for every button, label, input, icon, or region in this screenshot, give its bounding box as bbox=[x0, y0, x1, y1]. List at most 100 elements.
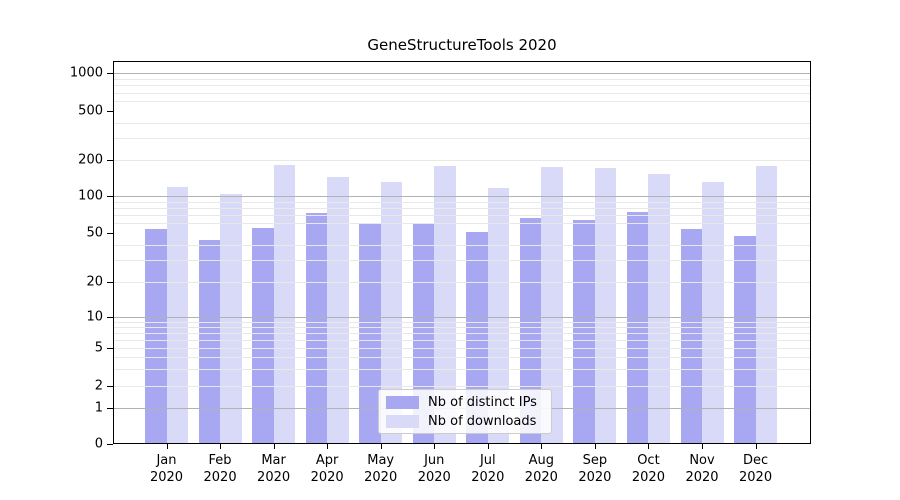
minor-gridline bbox=[113, 339, 811, 341]
minor-gridline bbox=[113, 348, 811, 349]
bar-downloads-may bbox=[380, 182, 403, 444]
x-tick-label: Dec 2020 bbox=[739, 453, 773, 485]
x-tick-label: Feb 2020 bbox=[203, 453, 237, 485]
x-tick-label: Aug 2020 bbox=[524, 453, 558, 485]
major-gridline bbox=[113, 317, 811, 318]
left-spine bbox=[113, 61, 114, 444]
bar-downloads-mar bbox=[273, 165, 296, 444]
y-tick-label: 10 bbox=[86, 309, 103, 325]
minor-gridline bbox=[113, 244, 811, 246]
x-tick-mark bbox=[541, 444, 543, 449]
plot-area bbox=[113, 61, 811, 444]
top-spine bbox=[113, 61, 811, 62]
bar-downloads-apr bbox=[327, 177, 349, 444]
y-tick-label: 0 bbox=[94, 436, 103, 452]
bar-ips-feb bbox=[198, 239, 221, 444]
x-tick-mark bbox=[487, 444, 489, 449]
major-gridline bbox=[113, 73, 811, 75]
minor-gridline bbox=[113, 215, 811, 217]
y-tick-label: 1 bbox=[94, 400, 103, 415]
x-tick-mark bbox=[648, 444, 650, 449]
y-tick-label: 2 bbox=[94, 378, 103, 394]
minor-gridline bbox=[113, 138, 811, 140]
y-tick-mark bbox=[107, 407, 113, 409]
x-tick-label: Mar 2020 bbox=[257, 453, 291, 485]
y-tick-label: 20 bbox=[86, 274, 103, 289]
legend-swatch-ips bbox=[386, 395, 419, 409]
minor-gridline bbox=[113, 369, 811, 371]
y-tick-mark bbox=[107, 444, 113, 445]
legend-label: Nb of downloads bbox=[428, 413, 537, 429]
bottom-spine bbox=[113, 443, 811, 444]
minor-gridline bbox=[113, 321, 811, 323]
minor-gridline bbox=[113, 159, 811, 161]
minor-gridline bbox=[113, 260, 811, 262]
x-tick-mark bbox=[594, 444, 596, 449]
x-tick-label: Nov 2020 bbox=[685, 453, 719, 485]
bar-downloads-aug bbox=[541, 167, 563, 444]
legend-label: Nb of distinct IPs bbox=[428, 394, 537, 410]
x-tick-label: Jul 2020 bbox=[471, 453, 505, 485]
bar-downloads-jan bbox=[166, 186, 188, 444]
x-tick-label: Oct 2020 bbox=[631, 453, 665, 485]
minor-gridline bbox=[113, 100, 811, 102]
bar-downloads-jul bbox=[487, 188, 510, 444]
minor-gridline bbox=[113, 78, 811, 80]
bar-ips-sep bbox=[573, 219, 595, 444]
bar-ips-apr bbox=[305, 212, 328, 444]
minor-gridline bbox=[113, 85, 811, 87]
y-tick-mark bbox=[107, 110, 113, 112]
y-tick-label: 5 bbox=[94, 340, 103, 356]
y-tick-label: 500 bbox=[78, 103, 103, 119]
x-tick-mark bbox=[166, 444, 168, 449]
legend-swatch-downloads bbox=[386, 414, 419, 428]
x-tick-mark bbox=[327, 444, 329, 449]
y-tick-mark bbox=[107, 233, 113, 234]
x-tick-mark bbox=[273, 444, 275, 449]
x-tick-label: Jun 2020 bbox=[417, 453, 451, 485]
y-tick-label: 200 bbox=[78, 152, 103, 168]
right-spine bbox=[810, 61, 811, 444]
bar-downloads-jun bbox=[434, 166, 456, 444]
bar-downloads-oct bbox=[648, 173, 670, 444]
bar-downloads-nov bbox=[702, 182, 724, 444]
legend-row: Nb of distinct IPs bbox=[386, 395, 542, 410]
minor-gridline bbox=[113, 386, 811, 387]
y-tick-label: 1000 bbox=[69, 65, 103, 81]
minor-gridline bbox=[113, 332, 811, 334]
bar-downloads-sep bbox=[594, 168, 617, 444]
minor-gridline bbox=[113, 122, 811, 124]
minor-gridline bbox=[113, 223, 811, 225]
x-tick-label: Apr 2020 bbox=[310, 453, 344, 485]
major-gridline bbox=[113, 196, 811, 198]
minor-gridline bbox=[113, 208, 811, 210]
minor-gridline bbox=[113, 281, 811, 283]
minor-gridline bbox=[113, 357, 811, 359]
bar-downloads-dec bbox=[755, 165, 778, 444]
bar-ips-jan bbox=[145, 228, 167, 444]
y-tick-mark bbox=[107, 196, 113, 198]
bar-ips-nov bbox=[680, 228, 702, 444]
legend-row: Nb of downloads bbox=[386, 414, 542, 429]
legend: Nb of distinct IPs Nb of downloads bbox=[378, 389, 552, 434]
y-tick-mark bbox=[107, 281, 113, 283]
bar-ips-aug bbox=[519, 217, 542, 444]
x-tick-label: Jan 2020 bbox=[149, 453, 184, 485]
y-tick-mark bbox=[107, 348, 113, 349]
x-tick-mark bbox=[220, 444, 222, 449]
minor-gridline bbox=[113, 201, 811, 203]
x-tick-mark bbox=[702, 444, 703, 449]
y-tick-label: 50 bbox=[86, 225, 103, 241]
y-tick-mark bbox=[107, 386, 113, 387]
x-tick-label: May 2020 bbox=[364, 453, 398, 485]
x-tick-label: Sep 2020 bbox=[578, 453, 612, 485]
x-tick-mark bbox=[380, 444, 382, 449]
bar-downloads-feb bbox=[220, 193, 242, 444]
y-tick-mark bbox=[107, 317, 113, 318]
y-tick-label: 100 bbox=[78, 188, 103, 204]
y-tick-mark bbox=[107, 73, 113, 75]
minor-gridline bbox=[113, 326, 811, 328]
minor-gridline bbox=[113, 92, 811, 94]
chart-title: GeneStructureTools 2020 bbox=[367, 36, 557, 54]
